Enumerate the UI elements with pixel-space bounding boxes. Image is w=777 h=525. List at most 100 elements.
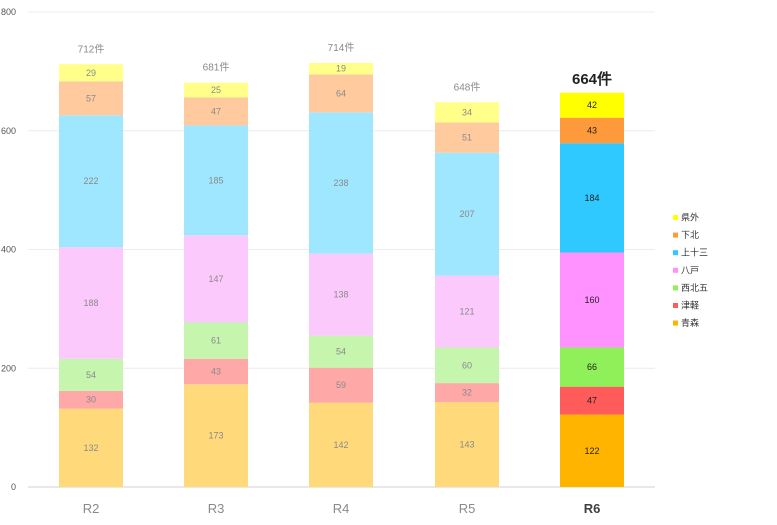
bar-segment xyxy=(309,63,373,75)
y-tick-label: 200 xyxy=(1,363,16,373)
legend-swatch xyxy=(673,232,678,238)
bar-segment xyxy=(309,402,373,487)
bar-segment xyxy=(309,253,373,336)
data-label: 138 xyxy=(333,290,348,300)
y-tick-label: 600 xyxy=(1,126,16,136)
data-label: 60 xyxy=(462,360,472,370)
x-tick-label: R4 xyxy=(333,501,350,516)
data-label: 122 xyxy=(584,446,599,456)
legend-swatch xyxy=(673,215,678,220)
bar-segment xyxy=(435,122,499,153)
bar-segment xyxy=(59,81,123,116)
x-tick-label: R3 xyxy=(208,501,225,516)
bar-segment xyxy=(560,414,624,487)
bar-segment xyxy=(309,112,373,254)
legend-label: 西北五 xyxy=(681,283,708,293)
data-label: 47 xyxy=(587,396,597,406)
total-label: 648件 xyxy=(454,81,481,93)
bar-group-R5: 143 32 60 121 207 51 34 648件 xyxy=(435,81,499,487)
data-label: 30 xyxy=(86,395,96,405)
bar-segment xyxy=(59,115,123,248)
bar-segment xyxy=(59,247,123,359)
data-label: 185 xyxy=(208,175,223,185)
legend-label: 八戸 xyxy=(681,265,699,275)
legend-swatch xyxy=(673,303,678,308)
bar-segment xyxy=(184,82,248,98)
legend-swatch xyxy=(673,285,678,291)
data-label: 54 xyxy=(86,370,96,380)
data-label: 57 xyxy=(86,93,96,103)
data-label: 222 xyxy=(83,176,98,186)
data-label: 54 xyxy=(336,347,346,357)
data-label: 184 xyxy=(584,193,599,203)
data-label: 238 xyxy=(333,178,348,188)
y-tick-label: 0 xyxy=(11,482,16,492)
bar-segment xyxy=(309,74,373,113)
bar-segment xyxy=(59,408,123,487)
legend-label: 県外 xyxy=(681,212,699,223)
y-axis: 0 200 400 600 800 xyxy=(1,7,16,492)
x-tick-label: R5 xyxy=(459,501,476,516)
data-label: 61 xyxy=(211,336,221,346)
data-label: 42 xyxy=(587,100,597,110)
data-label: 43 xyxy=(211,367,221,377)
legend-swatch xyxy=(673,320,678,326)
bar-segment xyxy=(59,64,123,82)
bar-segment xyxy=(184,97,248,126)
bar-segment xyxy=(560,386,624,415)
bar-segment xyxy=(560,117,624,144)
bar-segment xyxy=(184,235,248,323)
bar-segment xyxy=(184,358,248,385)
data-label: 25 xyxy=(211,85,221,95)
total-label: 681件 xyxy=(203,62,230,74)
data-label: 160 xyxy=(584,295,599,305)
bar-segment xyxy=(560,143,624,253)
data-label: 43 xyxy=(587,125,597,135)
legend-label: 津軽 xyxy=(681,301,699,311)
bar-segment xyxy=(184,322,248,359)
bar-group-R4: 142 59 54 138 238 64 19 714件 xyxy=(309,42,373,487)
bar-segment xyxy=(309,367,373,403)
data-label: 66 xyxy=(587,362,597,372)
data-label: 188 xyxy=(83,298,98,308)
data-label: 143 xyxy=(459,440,474,450)
data-label: 51 xyxy=(462,133,472,143)
y-tick-label: 400 xyxy=(1,245,16,255)
legend-swatch xyxy=(673,250,678,256)
bar-group-R2: 132 30 54 188 222 57 29 712件 xyxy=(59,43,123,487)
bar-group-R3: 173 43 61 147 185 47 25 681件 xyxy=(184,62,248,487)
legend-label: 下北 xyxy=(681,230,699,240)
total-label: 712件 xyxy=(78,43,105,55)
bar-group-R6: 122 47 66 160 184 43 42 664件 xyxy=(560,70,624,487)
x-tick-label: R6 xyxy=(584,501,601,516)
total-label: 714件 xyxy=(328,42,355,54)
data-label: 207 xyxy=(459,209,474,219)
x-tick-label: R2 xyxy=(83,501,100,516)
data-label: 29 xyxy=(86,68,96,78)
bar-segment xyxy=(435,402,499,487)
y-tick-label: 800 xyxy=(1,7,16,17)
bar-segment xyxy=(560,347,624,387)
bar-segment xyxy=(184,384,248,487)
bar-segment xyxy=(560,92,624,118)
bar-segment xyxy=(309,335,373,368)
data-label: 142 xyxy=(333,440,348,450)
data-label: 173 xyxy=(208,431,223,441)
data-label: 34 xyxy=(462,107,472,117)
legend-label: 上十三 xyxy=(681,247,708,258)
data-label: 132 xyxy=(83,443,98,453)
x-axis: R2 R3 R4 R5 R6 xyxy=(83,501,601,516)
data-label: 64 xyxy=(336,88,346,98)
data-label: 32 xyxy=(462,388,472,398)
bar-segment xyxy=(59,358,123,391)
bar-segment xyxy=(435,152,499,276)
total-label: 664件 xyxy=(572,70,612,88)
bars: 132 30 54 188 222 57 29 712件 173 43 61 147 185 47 25 68… xyxy=(59,42,624,487)
bar-segment xyxy=(435,347,499,384)
data-label: 59 xyxy=(336,380,346,390)
data-label: 47 xyxy=(211,106,221,116)
data-label: 147 xyxy=(208,274,223,284)
bar-segment xyxy=(184,125,248,236)
